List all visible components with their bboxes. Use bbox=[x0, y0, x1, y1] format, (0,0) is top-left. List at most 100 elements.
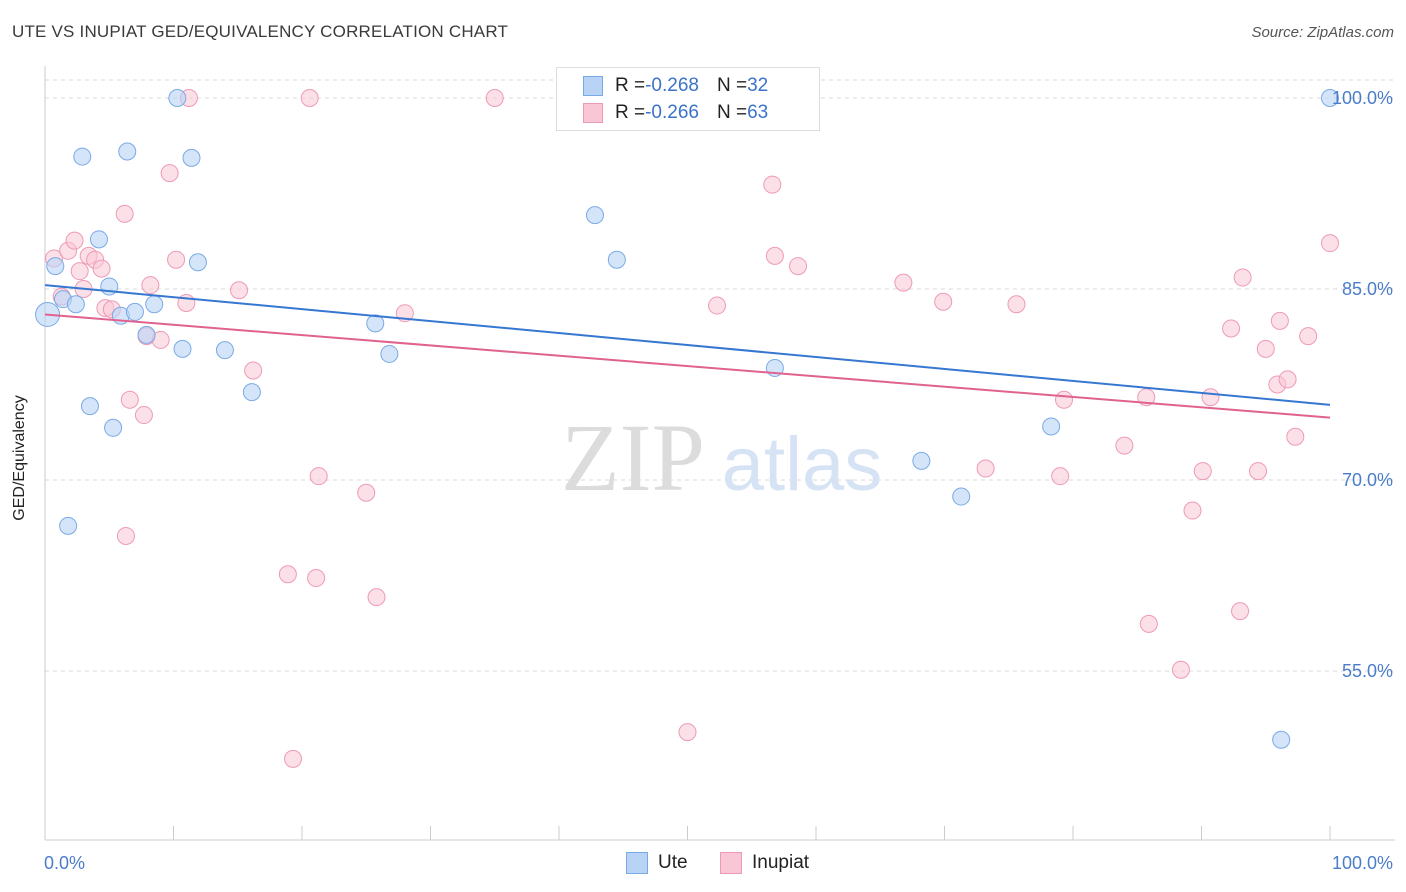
inupiat-point bbox=[976, 459, 995, 478]
inupiat-swatch bbox=[583, 103, 603, 123]
inupiat-point bbox=[765, 246, 784, 265]
inupiat-n-label: N = bbox=[716, 102, 748, 123]
inupiat-point bbox=[789, 257, 808, 276]
inupiat-legend-label: Inupiat bbox=[752, 852, 810, 873]
ute-point bbox=[952, 487, 971, 506]
ute-point bbox=[66, 295, 85, 314]
inupiat-point bbox=[230, 281, 249, 300]
inupiat-point bbox=[1233, 268, 1252, 287]
legend-item-inupiat[interactable]: Inupiat bbox=[720, 852, 809, 874]
ute-point bbox=[168, 89, 187, 107]
ute-n-value: 32 bbox=[747, 75, 769, 96]
inupiat-point bbox=[1299, 327, 1318, 346]
source-label: Source: ZipAtlas.com bbox=[1251, 24, 1394, 41]
inupiat-point bbox=[307, 569, 326, 588]
x-tick-label: 0.0% bbox=[44, 853, 85, 873]
y-tick-label: 100.0% bbox=[1332, 88, 1393, 108]
inupiat-point bbox=[1183, 501, 1202, 520]
chart-title: UTE VS INUPIAT GED/EQUIVALENCY CORRELATI… bbox=[12, 22, 509, 41]
inupiat-point bbox=[160, 164, 179, 183]
ute-point bbox=[1321, 89, 1339, 107]
inupiat-point bbox=[1051, 467, 1070, 486]
inupiat-point bbox=[300, 89, 319, 107]
inupiat-point bbox=[65, 231, 84, 250]
ute-trend-line bbox=[44, 284, 1331, 406]
inupiat-legend-swatch bbox=[720, 852, 742, 874]
ute-point bbox=[46, 257, 65, 276]
ute-legend-swatch bbox=[626, 852, 648, 874]
ute-r-label: R = bbox=[615, 75, 646, 96]
y-tick-label: 85.0% bbox=[1342, 279, 1393, 299]
legend-row-ute: R = -0.268 N = 32 bbox=[583, 73, 768, 99]
inupiat-point bbox=[278, 565, 297, 584]
inupiat-point bbox=[1201, 388, 1220, 407]
inupiat-point bbox=[134, 406, 153, 425]
ute-point bbox=[59, 516, 78, 535]
inupiat-r-label: R = bbox=[615, 102, 646, 123]
inupiat-point bbox=[167, 250, 186, 269]
ute-legend-label: Ute bbox=[658, 852, 688, 873]
inupiat-point bbox=[485, 89, 504, 107]
series-legend: Ute Inupiat bbox=[0, 852, 1406, 876]
inupiat-point bbox=[141, 276, 160, 295]
inupiat-point bbox=[1256, 339, 1275, 358]
inupiat-point bbox=[115, 204, 134, 223]
ute-point bbox=[118, 142, 137, 161]
inupiat-point bbox=[116, 527, 135, 546]
y-tick-label: 55.0% bbox=[1342, 661, 1393, 681]
inupiat-point bbox=[894, 273, 913, 292]
inupiat-point bbox=[1231, 602, 1250, 621]
x-tick-label: 100.0% bbox=[1332, 853, 1393, 873]
inupiat-point bbox=[763, 175, 782, 194]
inupiat-n-value: 63 bbox=[747, 102, 769, 123]
inupiat-point bbox=[1222, 319, 1241, 338]
ute-point bbox=[242, 383, 261, 402]
inupiat-point bbox=[1321, 234, 1339, 253]
ute-point bbox=[366, 314, 385, 333]
inupiat-point bbox=[1278, 370, 1297, 389]
ute-point bbox=[80, 397, 99, 416]
inupiat-point bbox=[309, 467, 328, 486]
inupiat-point bbox=[1286, 427, 1305, 446]
inupiat-point bbox=[244, 361, 263, 380]
ute-point bbox=[188, 253, 207, 272]
trend-lines bbox=[44, 284, 1331, 419]
ute-point bbox=[1272, 730, 1291, 749]
inupiat-point bbox=[678, 723, 697, 742]
inupiat-trend-line bbox=[44, 313, 1331, 419]
ute-point bbox=[912, 451, 931, 470]
ute-n-label: N = bbox=[716, 75, 748, 96]
inupiat-point bbox=[357, 483, 376, 502]
ute-point bbox=[89, 230, 108, 249]
inupiat-point bbox=[1249, 462, 1268, 481]
inupiat-point bbox=[120, 390, 139, 409]
x-tick-labels: 0.0% 100.0% bbox=[44, 853, 1393, 873]
inupiat-point bbox=[1115, 436, 1134, 455]
stats-legend: R = -0.268 N = 32 R = -0.266 N = 63 bbox=[556, 67, 820, 131]
ute-point bbox=[137, 325, 156, 344]
ute-point bbox=[73, 147, 92, 166]
ute-point bbox=[182, 148, 201, 167]
inupiat-point bbox=[934, 292, 953, 311]
inupiat-point bbox=[1171, 660, 1190, 679]
ute-point bbox=[104, 418, 123, 437]
inupiat-point bbox=[708, 296, 727, 315]
ute-point bbox=[125, 302, 144, 321]
legend-item-ute[interactable]: Ute bbox=[626, 852, 688, 874]
y-tick-labels: 55.0% 70.0% 85.0% 100.0% bbox=[1332, 88, 1393, 681]
ute-point bbox=[173, 339, 192, 358]
watermark: ZIP atlas bbox=[561, 404, 882, 511]
inupiat-point bbox=[1055, 390, 1074, 409]
ute-r-value: -0.268 bbox=[645, 75, 699, 96]
inupiat-point bbox=[367, 588, 386, 607]
inupiat-point bbox=[70, 262, 89, 281]
ute-point bbox=[215, 341, 234, 360]
inupiat-point bbox=[92, 259, 111, 278]
inupiat-point bbox=[1193, 462, 1212, 481]
ute-point bbox=[607, 250, 626, 269]
ute-point bbox=[585, 206, 604, 225]
inupiat-point bbox=[284, 749, 303, 768]
inupiat-r-value: -0.266 bbox=[645, 102, 699, 123]
ute-point bbox=[145, 295, 164, 314]
